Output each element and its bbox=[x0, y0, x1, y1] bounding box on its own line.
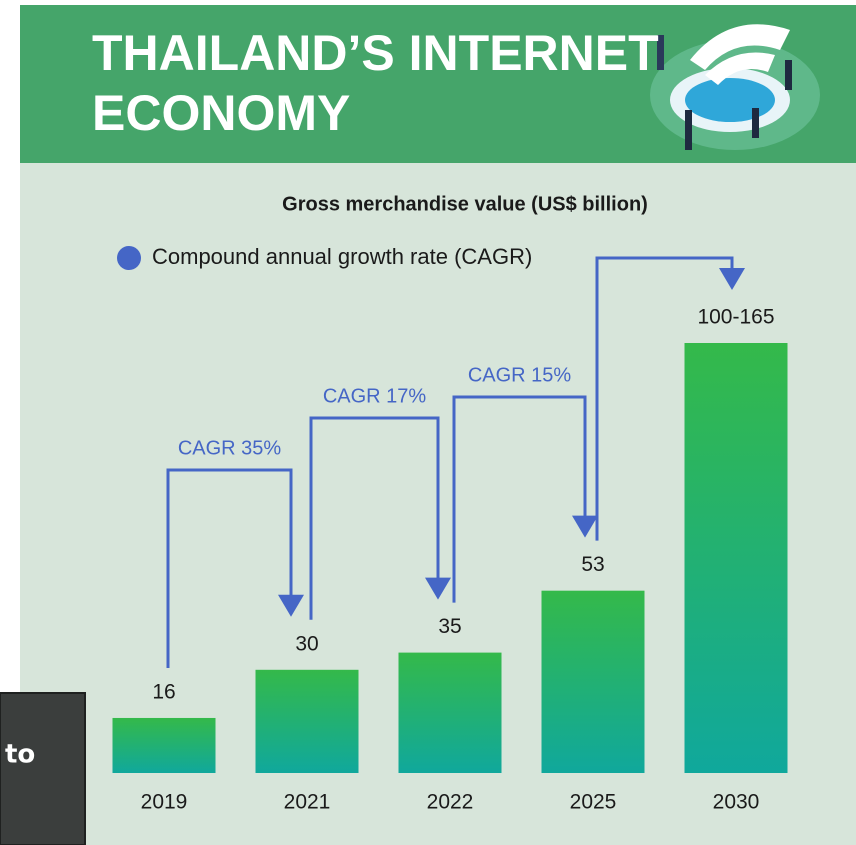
annotation: CAGR 15% bbox=[468, 364, 572, 386]
bar bbox=[398, 652, 502, 773]
arrow-head bbox=[719, 268, 745, 290]
x-tick-label: 2025 bbox=[570, 791, 617, 814]
title-line: THAILAND’S INTERNET bbox=[92, 25, 659, 81]
header-illustration bbox=[650, 24, 820, 150]
value-label: 100-165 bbox=[697, 306, 774, 329]
bar bbox=[112, 717, 216, 773]
connector bbox=[309, 416, 440, 620]
x-tick-label: 2022 bbox=[427, 791, 474, 814]
title-line: ECONOMY bbox=[92, 85, 350, 141]
bar bbox=[684, 343, 788, 773]
x-tick-label: 2019 bbox=[141, 791, 188, 814]
value-label: 53 bbox=[581, 553, 604, 576]
bar bbox=[255, 669, 359, 773]
annotation: CAGR 17% bbox=[323, 385, 427, 407]
chart-title: THAILAND’S INTERNET ECONOMY bbox=[92, 25, 659, 141]
arrow-head bbox=[572, 515, 598, 538]
x-tick-label: 2021 bbox=[284, 791, 331, 814]
connector bbox=[595, 256, 734, 541]
legend-label: Compound annual growth rate (CAGR) bbox=[152, 244, 532, 269]
x-tick-label: 2030 bbox=[713, 791, 760, 814]
legend-marker bbox=[117, 246, 141, 270]
value-label: 35 bbox=[438, 615, 461, 638]
connector bbox=[452, 395, 587, 603]
bar bbox=[541, 590, 645, 773]
value-label: 16 bbox=[152, 681, 175, 704]
value-label: 30 bbox=[295, 632, 318, 655]
overlay-box bbox=[0, 692, 86, 845]
subtitle: Gross merchandise value (US$ billion) bbox=[282, 193, 648, 215]
arrow-head bbox=[278, 594, 304, 617]
overlay-text: to bbox=[5, 740, 35, 770]
arrow-head bbox=[425, 577, 451, 600]
annotation: CAGR 35% bbox=[178, 437, 282, 459]
connector bbox=[166, 468, 293, 668]
